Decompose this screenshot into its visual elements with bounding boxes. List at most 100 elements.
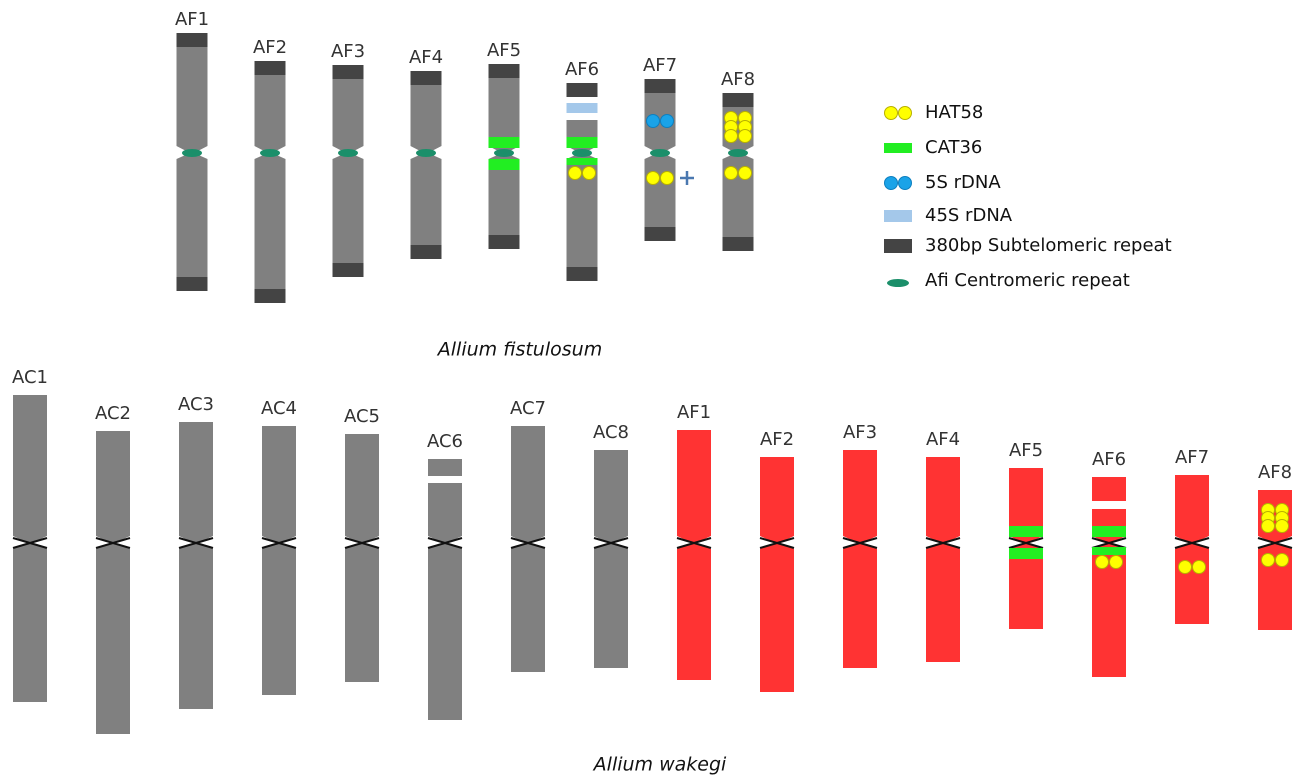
- signal-dot: [725, 130, 738, 143]
- subtelomere-band: [177, 33, 208, 47]
- signal-dot: [569, 167, 582, 180]
- signal-dot: [885, 177, 898, 190]
- chromosome: [262, 426, 296, 695]
- chromosome: [645, 79, 676, 241]
- chromosome-label: AF3: [331, 41, 365, 62]
- chromosome-label: AF8: [1258, 462, 1292, 483]
- signal-dot: [899, 107, 912, 120]
- chromosome-label: AF7: [643, 55, 677, 76]
- cat36-band: [567, 158, 598, 165]
- chromosome: [255, 61, 286, 303]
- chromosome-label: AF7: [1175, 447, 1209, 468]
- chromosome-label: AF4: [409, 47, 443, 68]
- cat36-band: [1009, 548, 1043, 559]
- centromere-signal: [572, 149, 592, 157]
- subtelomere-band: [723, 93, 754, 107]
- signal-dot: [647, 115, 660, 128]
- cat36-band: [1009, 526, 1043, 537]
- legend-swatch: [884, 210, 912, 222]
- chromosome-label: AC2: [95, 403, 131, 424]
- caption: Allium fistulosum: [436, 339, 602, 361]
- chromosome-label: AC6: [427, 431, 463, 452]
- signal-dot: [739, 130, 752, 143]
- chromosome-label: AC8: [593, 422, 629, 443]
- cat36-band: [567, 137, 598, 148]
- legend-label: CAT36: [925, 137, 982, 158]
- signal-dot: [1262, 520, 1275, 533]
- subtelomere-band: [489, 235, 520, 249]
- signal-dot: [1110, 556, 1123, 569]
- subtelomere-band: [411, 245, 442, 259]
- subtelomere-band: [255, 289, 286, 303]
- chromosome: [177, 33, 208, 291]
- gap: [566, 97, 599, 103]
- chromosome-label: AF4: [926, 429, 960, 450]
- chromosome: [1175, 475, 1209, 624]
- signal-dot: [1276, 520, 1289, 533]
- chromosome: [677, 430, 711, 680]
- cat36-band: [489, 159, 520, 170]
- legend-swatch: [884, 239, 912, 253]
- chromosome: [13, 395, 47, 702]
- chromosome-label: AC7: [510, 398, 546, 419]
- signal-dot: [1193, 561, 1206, 574]
- signal-dot: [647, 172, 660, 185]
- chromosome-label: AF5: [1009, 440, 1043, 461]
- signal-dot: [725, 167, 738, 180]
- signal-dot: [1179, 561, 1192, 574]
- chromosome: [345, 434, 379, 682]
- subtelomere-band: [255, 61, 286, 75]
- chromosome-label: AF2: [253, 37, 287, 58]
- subtelomere-band: [333, 263, 364, 277]
- signal-dot: [661, 115, 674, 128]
- centromere-signal: [416, 149, 436, 157]
- chromosome-label: AC3: [178, 394, 214, 415]
- signal-dot: [661, 172, 674, 185]
- subtelomere-band: [411, 71, 442, 85]
- chromosome: [760, 457, 794, 692]
- signal-dot: [1096, 556, 1109, 569]
- signal-dot: [583, 167, 596, 180]
- subtelomere-band: [645, 79, 676, 93]
- chromosome-label: AF1: [175, 9, 209, 30]
- chromosome: [594, 450, 628, 668]
- centromere-signal: [260, 149, 280, 157]
- chromosome-label: AF8: [721, 69, 755, 90]
- subtelomere-band: [723, 237, 754, 251]
- caption: Allium wakegi: [592, 754, 727, 776]
- chromosome-label: AC4: [261, 398, 297, 419]
- gap: [427, 476, 463, 483]
- legend-swatch: [887, 279, 909, 287]
- chromosome-label: AC1: [12, 367, 48, 388]
- chromosome-label: AF6: [1092, 449, 1126, 470]
- signal-dot: [739, 167, 752, 180]
- chromosome-label: AF3: [843, 422, 877, 443]
- chromosome: [96, 431, 130, 734]
- chromosome: [333, 65, 364, 277]
- chromosome: [926, 457, 960, 662]
- legend-label: 45S rDNA: [925, 205, 1013, 226]
- centromere-signal: [182, 149, 202, 157]
- chromosome-label: AF6: [565, 59, 599, 80]
- subtelomere-band: [489, 64, 520, 78]
- centromere-signal: [650, 149, 670, 157]
- signal-dot: [1276, 554, 1289, 567]
- chromosome: [428, 459, 462, 720]
- plus-mark: [680, 171, 694, 185]
- rdna45-band: [567, 103, 598, 113]
- centromere-signal: [338, 149, 358, 157]
- signal-dot: [899, 177, 912, 190]
- chromosome-label: AC5: [344, 406, 380, 427]
- cat36-band: [489, 137, 520, 148]
- legend-label: Afi Centromeric repeat: [925, 270, 1130, 291]
- legend-swatch: [884, 143, 912, 153]
- centromere-signal: [728, 149, 748, 157]
- chromosome: [511, 426, 545, 672]
- signal-dot: [885, 107, 898, 120]
- chromosome-label: AF5: [487, 40, 521, 61]
- signal-dot: [1262, 554, 1275, 567]
- chromosome-label: AF1: [677, 402, 711, 423]
- legend-label: 380bp Subtelomeric repeat: [925, 235, 1172, 256]
- subtelomere-band: [567, 267, 598, 281]
- legend-label: 5S rDNA: [925, 172, 1001, 193]
